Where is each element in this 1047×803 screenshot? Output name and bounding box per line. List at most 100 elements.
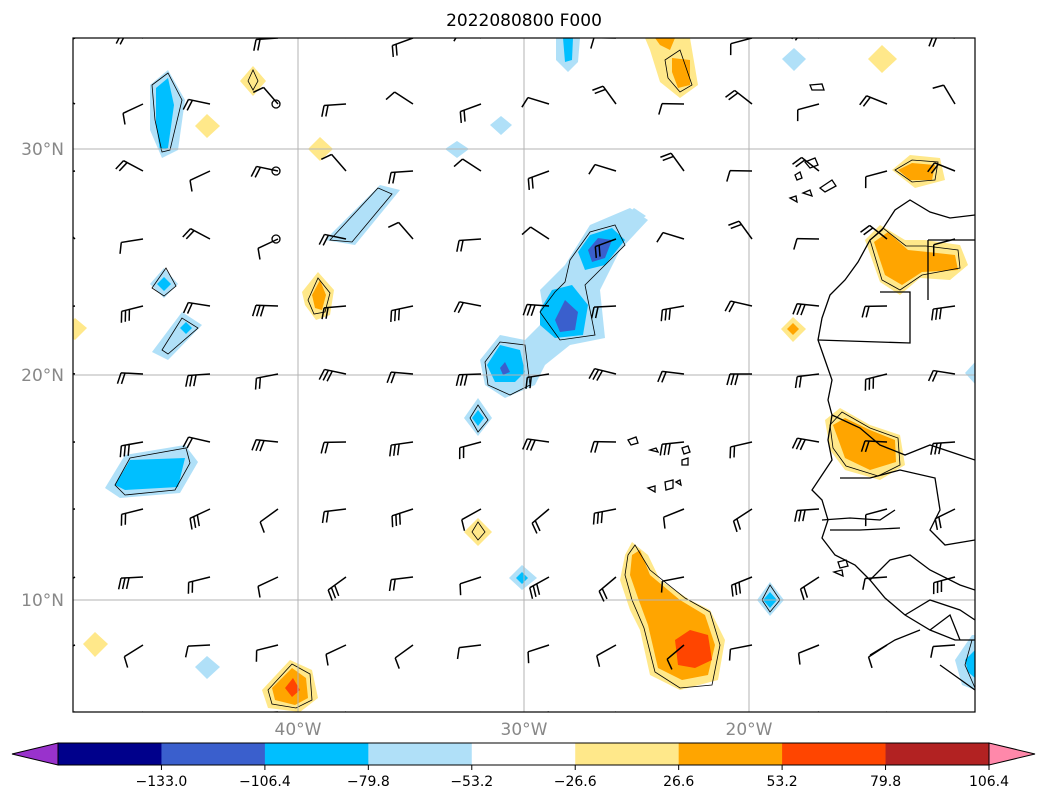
negative-anomaly-region	[325, 185, 400, 245]
wind-barb	[187, 576, 211, 594]
colorbar-segment	[471, 743, 576, 765]
colorbar-segment	[575, 743, 680, 765]
island	[809, 83, 825, 91]
wind-barb	[859, 95, 888, 107]
island	[832, 569, 844, 578]
negative-anomaly-region	[156, 78, 174, 150]
wind-barb	[185, 373, 211, 387]
wind-barb	[390, 305, 414, 323]
island	[664, 479, 674, 491]
contour-line	[161, 317, 199, 355]
wind-barb	[255, 644, 279, 662]
island	[818, 179, 837, 193]
positive-anomaly-region	[874, 232, 958, 285]
wind-barb	[392, 711, 414, 712]
colorbar-tick-label: −79.8	[347, 774, 390, 790]
wind-barb	[791, 437, 820, 451]
wind-barb	[860, 224, 888, 240]
wind-barb	[251, 438, 279, 452]
wind-barb	[522, 303, 550, 317]
wind-barb	[932, 576, 956, 595]
wind-barb	[590, 38, 617, 49]
wind-barb	[658, 102, 685, 115]
wind-barb	[318, 233, 347, 246]
negative-anomaly-region	[516, 572, 528, 584]
wind-barb	[182, 228, 211, 240]
wind-barb	[327, 576, 347, 601]
colorbar-tick-label: −53.2	[450, 774, 493, 790]
wind-barb	[531, 508, 550, 534]
wind-barb	[729, 441, 753, 459]
wind-barb	[73, 508, 76, 511]
wind-barb	[794, 373, 820, 389]
wind-barb	[462, 711, 482, 712]
wind-barb	[257, 238, 279, 260]
island	[681, 445, 691, 455]
negative-anomaly-region	[490, 116, 512, 135]
island	[681, 457, 689, 466]
wind-barb	[521, 96, 550, 108]
negative-anomaly-region	[563, 38, 573, 62]
wind-barb	[799, 576, 820, 601]
wind-barb	[930, 441, 956, 455]
negative-anomaly-region	[625, 208, 646, 224]
wind-barb	[791, 38, 820, 41]
positive-anomaly-region	[464, 518, 492, 546]
wind-barb	[325, 644, 347, 666]
contour-fills	[73, 38, 975, 712]
negative-anomaly-region	[965, 650, 975, 678]
atoll	[271, 99, 281, 109]
wind-barb	[797, 711, 820, 712]
wind-barb	[730, 576, 753, 597]
colorbar-tick-label: 79.8	[870, 774, 901, 790]
island	[674, 479, 682, 487]
coastlines	[271, 83, 975, 691]
negative-anomaly-region	[152, 312, 202, 360]
wind-barb	[527, 644, 550, 664]
wind-barb	[453, 38, 482, 42]
wind-barb	[458, 441, 482, 460]
lat-label-20n: 20°N	[21, 366, 64, 386]
wind-barb	[936, 711, 956, 712]
wind-barb	[189, 170, 211, 192]
negative-anomaly-region	[487, 345, 525, 382]
wind-barb	[592, 508, 617, 525]
contour-line	[869, 227, 961, 291]
wind-barb	[73, 711, 76, 712]
colorbar-tick-label: 53.2	[767, 774, 798, 790]
positive-anomaly-region	[195, 114, 220, 138]
contour-line	[247, 69, 259, 91]
wind-barb	[592, 85, 617, 105]
wind-barb	[666, 644, 685, 670]
wind-barb	[521, 226, 550, 240]
wind-barb	[455, 373, 482, 387]
colorbar-tick-label: −106.4	[239, 774, 291, 790]
wind-barb	[115, 160, 144, 172]
wind-barb	[796, 103, 820, 122]
wind-barb	[598, 576, 617, 602]
lat-label-10n: 10°N	[21, 591, 64, 611]
island	[646, 485, 656, 494]
wind-barb	[318, 368, 347, 382]
contour-line	[151, 267, 177, 297]
wind-barb	[792, 302, 820, 316]
wind-barb	[525, 373, 550, 389]
negative-anomaly-region	[500, 362, 510, 375]
wind-barb	[257, 576, 279, 598]
colorbar-segment	[678, 743, 783, 765]
wind-barb	[388, 170, 414, 184]
wind-barb	[928, 38, 956, 48]
wind-barb	[522, 438, 550, 451]
wind-barb	[321, 305, 347, 320]
wind-barb	[861, 305, 888, 318]
wind-barb	[182, 436, 211, 449]
negative-anomaly-region	[180, 322, 192, 334]
map-frame	[72, 37, 976, 713]
wind-barb	[931, 305, 956, 321]
wind-barb	[659, 441, 685, 456]
wind-barb	[184, 644, 211, 658]
wind-barb	[664, 711, 685, 712]
wind-barb	[927, 369, 956, 382]
wind-barb	[864, 170, 888, 189]
